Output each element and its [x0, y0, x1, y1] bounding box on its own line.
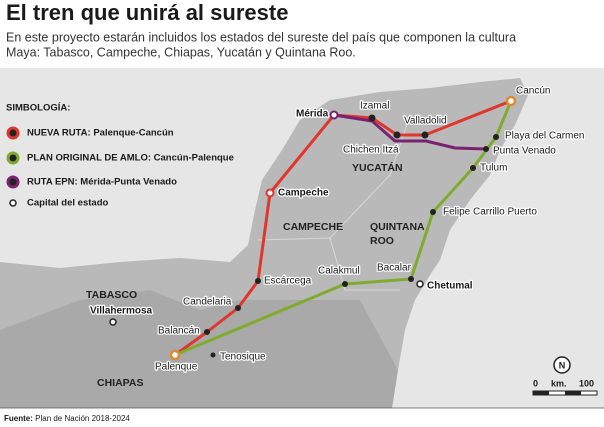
scale-bar [533, 391, 549, 395]
place-label: Escárcega [264, 276, 312, 287]
stations [109, 95, 517, 361]
capital-label: Mérida [296, 109, 329, 120]
station [368, 114, 376, 122]
place-label: Playa del Carmen [505, 131, 584, 142]
station [470, 165, 476, 171]
place-label: Candelaria [183, 297, 232, 308]
subtitle-line: Maya: Tabasco, Campeche, Chiapas, Yucatá… [6, 45, 356, 59]
legend-label: PLAN ORIGINAL DE AMLO: Cancún-Palenque [27, 153, 234, 164]
capital [265, 188, 275, 198]
north-label: N [559, 360, 566, 370]
capital [109, 318, 117, 326]
legend-label: NUEVA RUTA: Palenque-Cancún [27, 128, 174, 139]
capital-label: Villahermosa [90, 306, 153, 317]
capital [416, 280, 424, 288]
legend-title: SIMBOLOGÍA: [6, 103, 70, 114]
legend: SIMBOLOGÍA: NUEVA RUTA: Palenque-Cancún … [6, 103, 234, 209]
capital-label: Campeche [278, 188, 329, 199]
legend-swatch [6, 175, 20, 189]
north-arrow [553, 356, 571, 374]
legend-swatch [9, 199, 17, 207]
legend-label: Capital del estado [27, 198, 108, 209]
scale-bar [565, 391, 581, 395]
place-label: Palenque [155, 362, 198, 373]
subtitle-line: En este proyecto estarán incluidos los e… [6, 30, 516, 44]
place-label: Chichen Itzá [343, 145, 399, 156]
capital [329, 110, 339, 120]
legend-swatch [6, 126, 20, 140]
station [408, 276, 414, 282]
legend-label: RUTA EPN: Mérida-Punta Venado [27, 177, 177, 188]
station [235, 305, 241, 311]
place-label: Cancún [516, 86, 550, 97]
legend-swatch [6, 151, 20, 165]
scale-label: km. [551, 378, 567, 388]
place-label: Valladolid [404, 116, 447, 127]
station [169, 349, 181, 361]
station [421, 131, 429, 139]
route-nueva [173, 99, 513, 357]
station [255, 278, 261, 284]
place-label: Izamal [360, 101, 389, 112]
station [505, 95, 517, 107]
station [430, 209, 436, 215]
capital-label: Chetumal [427, 281, 473, 292]
place-label: Balancán [158, 326, 200, 337]
state-border [257, 114, 411, 291]
place-label: Punta Venado [493, 146, 556, 157]
state-label: CAMPECHE [283, 221, 343, 233]
state-label: TABASCO [86, 289, 137, 301]
state-label: QUINTANA [370, 221, 425, 233]
place-label: Calakmul [318, 266, 360, 277]
land-south [0, 290, 398, 408]
source-text: Plan de Nación 2018-2024 [35, 414, 130, 423]
station [393, 131, 401, 139]
state-label: YUCATÁN [352, 161, 403, 174]
place-label: Bacalar [377, 263, 412, 274]
station [493, 134, 499, 140]
station [342, 281, 348, 287]
station [483, 146, 489, 152]
place-label: Tulum [480, 163, 507, 174]
place-label: Tenosique [220, 352, 266, 363]
route-epn [332, 113, 488, 151]
state-label: CHIAPAS [97, 377, 143, 389]
title: El tren que unirá al sureste [6, 0, 288, 25]
state-label: ROO [370, 235, 394, 247]
place-label: Felipe Carrillo Puerto [443, 207, 537, 218]
source-label: Fuente: [4, 414, 33, 423]
scale-label: 0 [533, 378, 538, 388]
station [204, 329, 210, 335]
source: Fuente: Plan de Nación 2018-2024 [4, 414, 130, 423]
station [210, 352, 216, 358]
scale-label: 100 [579, 378, 594, 388]
